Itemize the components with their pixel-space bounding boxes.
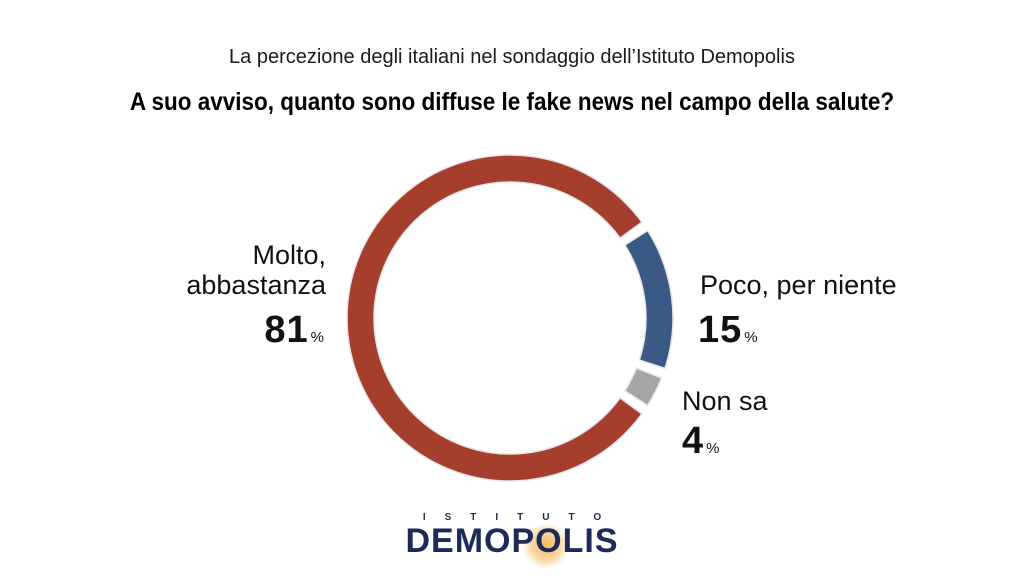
value-15: 15 — [698, 309, 743, 351]
label-molto-abbastanza: Molto, abbastanza — [186, 240, 326, 300]
logo-demopolis-text: DEMOPOLIS — [405, 522, 619, 560]
logo-demopolis: DEMOPOLIS — [405, 522, 619, 569]
value-81: 81 — [264, 309, 309, 351]
chart-subtitle: La percezione degli italiani nel sondagg… — [229, 46, 795, 68]
percent-sign: % — [744, 329, 758, 346]
label-non-sa: Non sa — [682, 386, 768, 416]
donut-chart — [346, 154, 674, 482]
value-molto-abbastanza: 81% — [264, 309, 324, 352]
label-poco-per-niente: Poco, per niente — [700, 270, 897, 300]
label-molto-line1: Molto, — [252, 240, 326, 270]
slice-poco-per-niente — [623, 229, 674, 370]
value-poco-per-niente: 15% — [698, 309, 758, 352]
value-non-sa: 4% — [682, 420, 719, 463]
slice-molto-abbastanza — [346, 154, 643, 482]
logo-istituto: ISTITUTO — [422, 512, 621, 523]
slice-non-sa — [623, 367, 663, 407]
value-4: 4 — [682, 420, 705, 462]
chart-title: A suo avviso, quanto sono diffuse le fak… — [129, 88, 895, 116]
percent-sign: % — [706, 440, 720, 457]
percent-sign: % — [310, 329, 324, 346]
demopolis-logo: ISTITUTO DEMOPOLIS — [0, 512, 1024, 569]
logo-glow-icon — [523, 523, 570, 569]
label-molto-line2: abbastanza — [186, 270, 326, 300]
